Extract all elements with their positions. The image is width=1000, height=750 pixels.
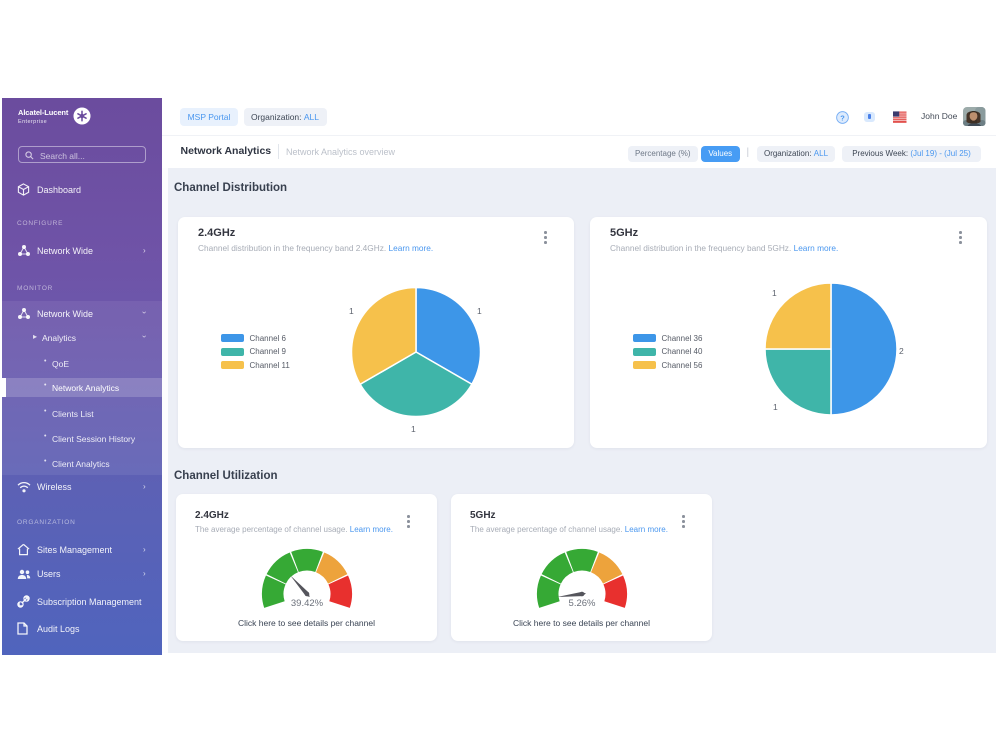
svg-text:?: ? (840, 113, 845, 122)
